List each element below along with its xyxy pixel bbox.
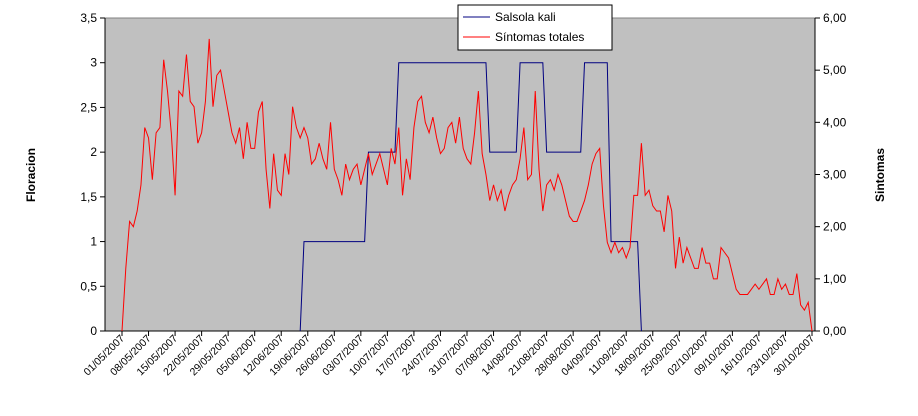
y2-tick-label: 3,00 [823, 168, 847, 182]
y-tick-label: 2,5 [80, 100, 97, 114]
y2-tick-label: 1,00 [823, 272, 847, 286]
y2-axis-title: Sintomas [873, 148, 887, 202]
y-tick-label: 3,5 [80, 11, 97, 25]
y-tick-label: 3 [90, 56, 97, 70]
y-tick-label: 1 [90, 235, 97, 249]
y2-tick-label: 4,00 [823, 115, 847, 129]
y2-tick-label: 6,00 [823, 11, 847, 25]
y2-tick-label: 0,00 [823, 324, 847, 338]
y-tick-label: 1,5 [80, 190, 97, 204]
series-line [121, 38, 813, 332]
y2-tick-label: 5,00 [823, 63, 847, 77]
y-tick-label: 2 [90, 145, 97, 159]
legend-label: Síntomas totales [495, 30, 584, 44]
plot-area [104, 17, 816, 332]
legend-box [457, 4, 613, 51]
y2-tick-label: 2,00 [823, 220, 847, 234]
legend-label: Salsola kali [495, 10, 556, 24]
y-axis-title: Floracion [24, 148, 38, 202]
y-tick-label: 0 [90, 324, 97, 338]
series-line [299, 62, 642, 332]
y-tick-label: 0,5 [80, 279, 97, 293]
